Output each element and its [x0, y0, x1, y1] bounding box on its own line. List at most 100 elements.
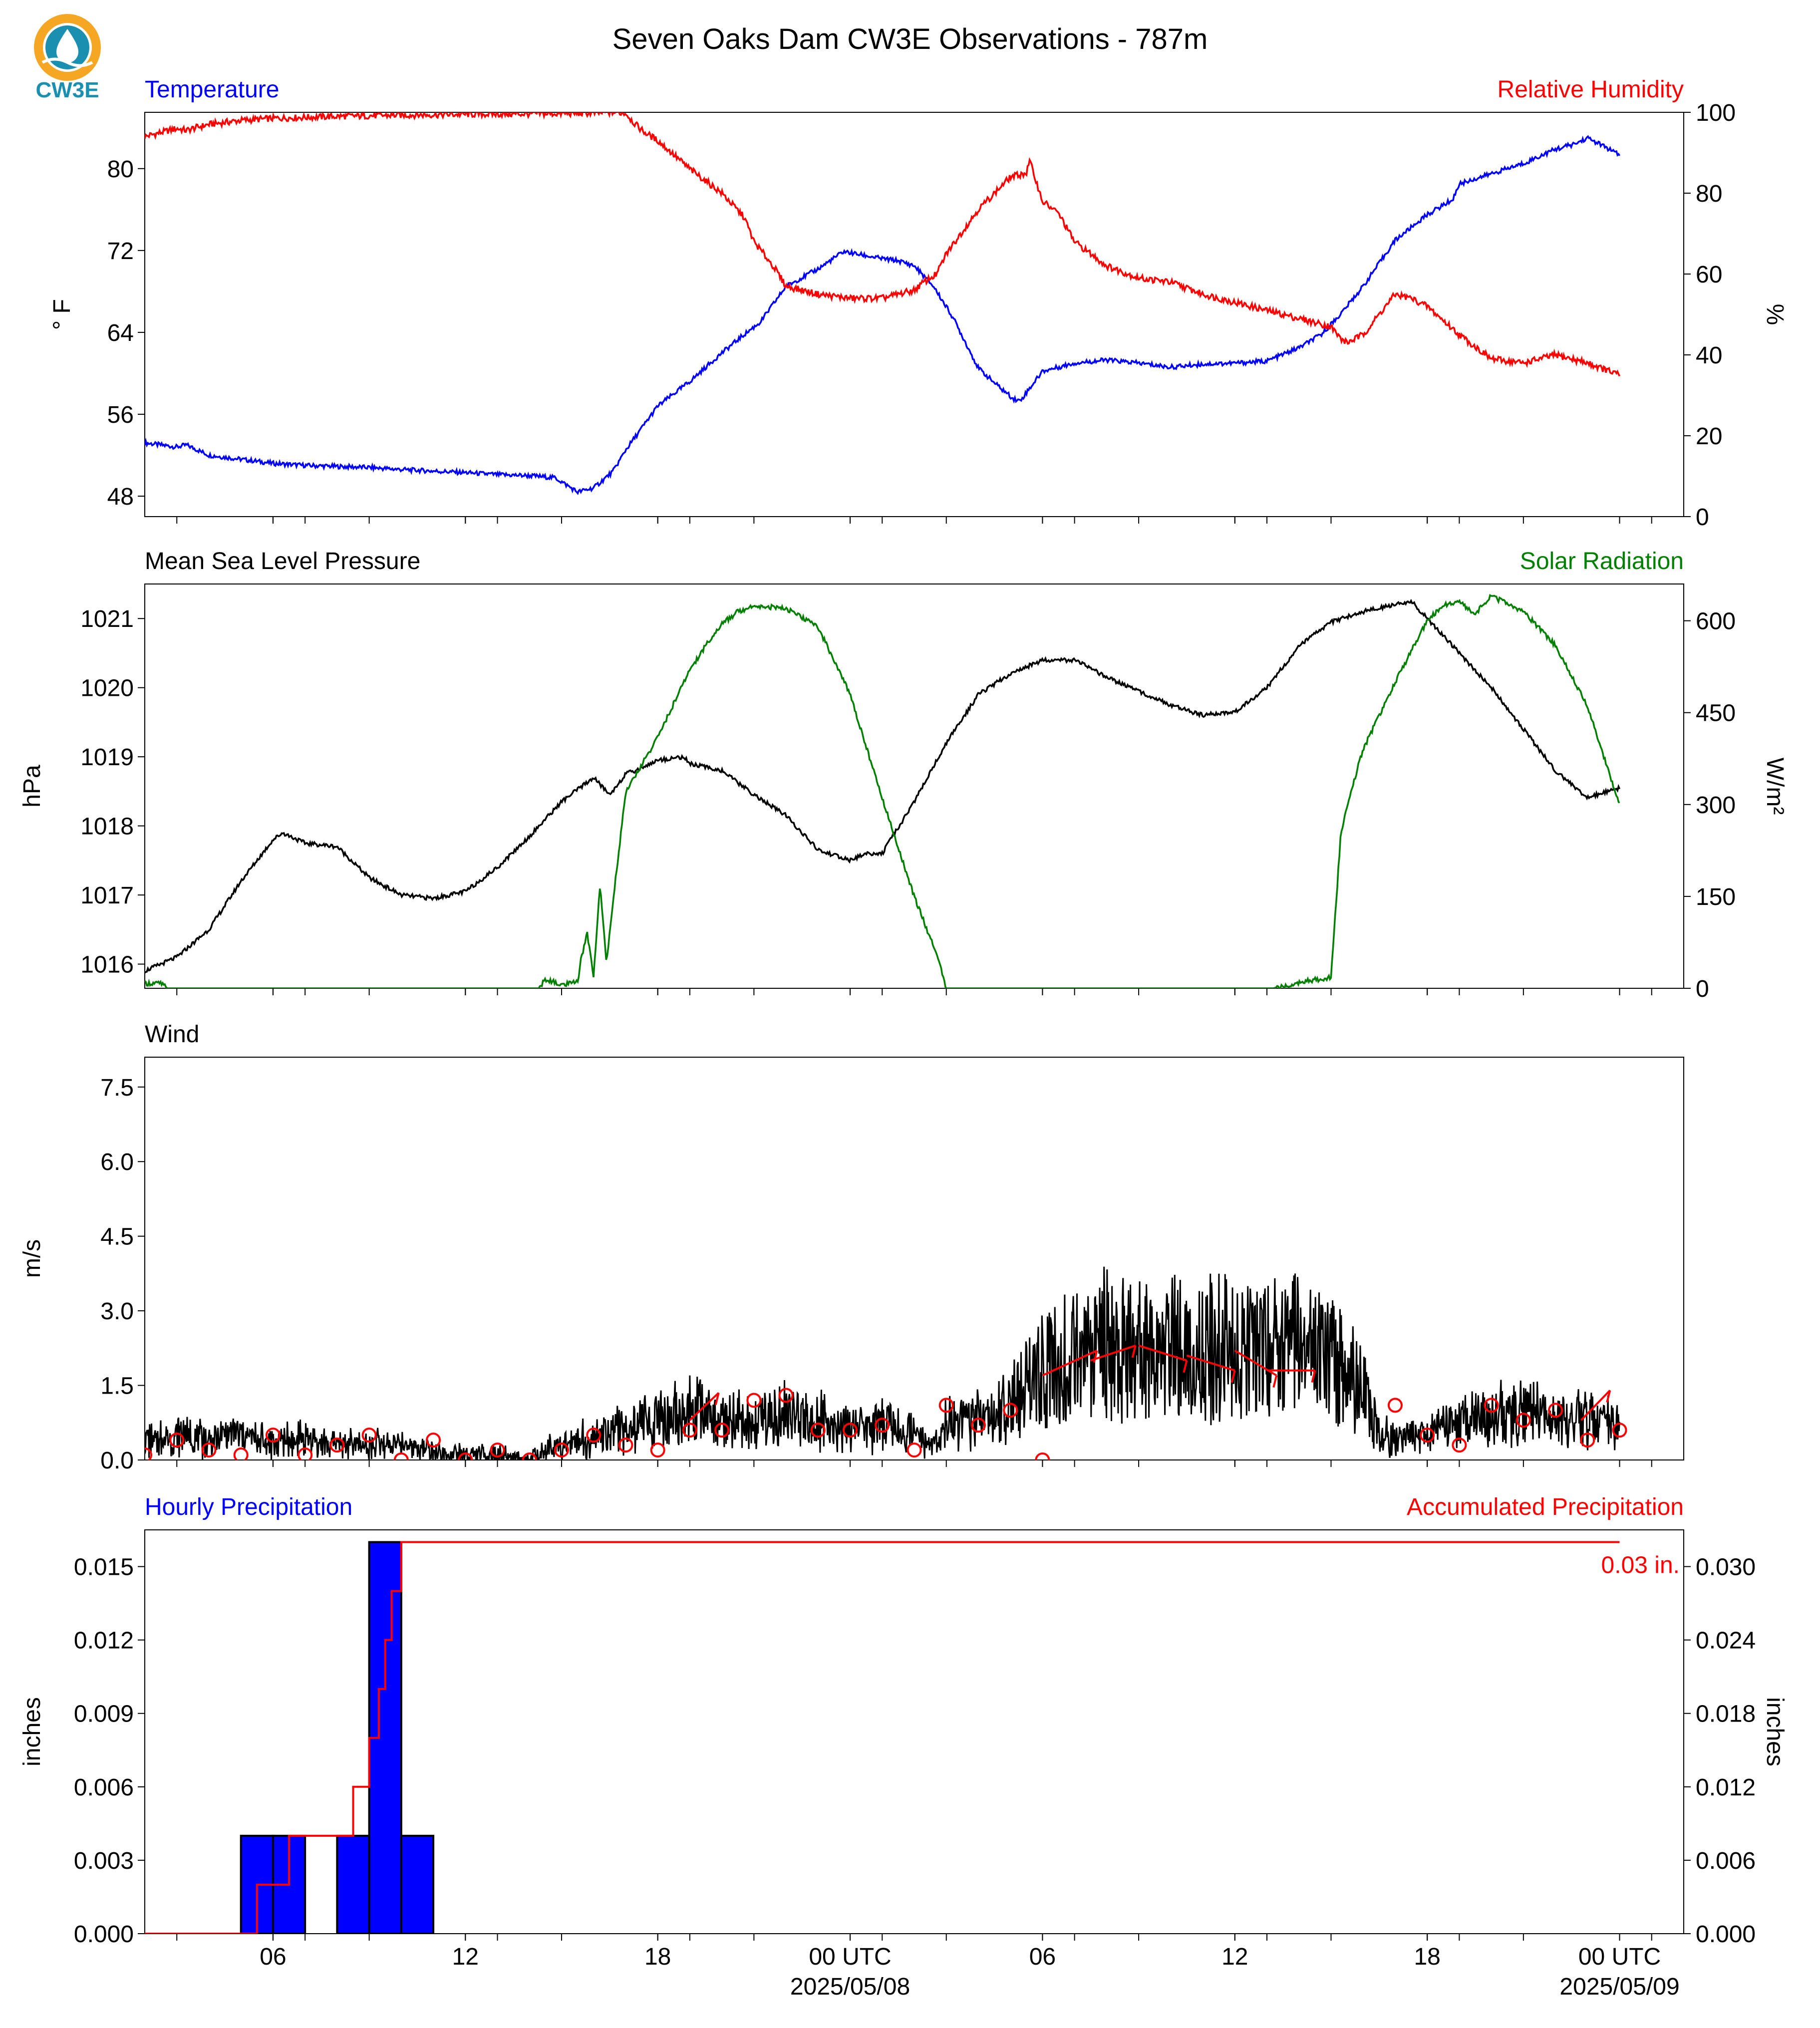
y-tick-label-left: 0.006 — [74, 1774, 134, 1801]
calm-wind-marker — [145, 1448, 152, 1460]
y-axis-label-left: hPa — [19, 765, 45, 808]
calm-wind-marker — [522, 1452, 537, 1460]
y-tick-label-left: 1021 — [80, 606, 134, 632]
wind-barb — [1138, 1344, 1188, 1362]
calm-wind-marker — [682, 1423, 697, 1438]
chart-title: Seven Oaks Dam CW3E Observations - 787m — [612, 23, 1208, 55]
y-tick-label-right: 300 — [1696, 792, 1736, 819]
series-line-solar-radiation — [145, 593, 1620, 988]
calm-wind-marker — [618, 1438, 633, 1453]
y-tick-label-right: 0.006 — [1696, 1848, 1756, 1874]
panel-4: Hourly Precipitation Accumulated Precipit… — [19, 1494, 1788, 2000]
y-axis-label-right: % — [1762, 304, 1788, 325]
panel-title-right: Solar Radiation — [1520, 548, 1684, 575]
calm-wind-marker — [201, 1443, 217, 1458]
calm-wind-marker — [746, 1393, 762, 1408]
plot-area — [145, 1541, 1620, 1934]
calm-wind-marker — [586, 1428, 602, 1443]
y-axis-label-left: m/s — [19, 1239, 45, 1278]
y-axis-label-right: W/m² — [1762, 758, 1788, 815]
y-tick-label-right: 20 — [1696, 423, 1722, 450]
y-tick-label-left: 0.000 — [74, 1921, 134, 1948]
y-tick-label-left: 3.0 — [100, 1298, 134, 1325]
wind-barb — [1090, 1344, 1136, 1362]
calm-wind-marker — [1452, 1438, 1467, 1453]
y-tick-label-right: 0.000 — [1696, 1921, 1756, 1948]
calm-wind-marker — [554, 1443, 569, 1458]
wind-barb-flag — [1606, 1390, 1611, 1403]
y-tick-label-right: 0.018 — [1696, 1701, 1756, 1728]
calm-wind-marker — [714, 1423, 730, 1438]
calm-wind-marker — [1420, 1428, 1435, 1443]
panel-3: Wind 0.0 1.5 3.0 4.5 6.0 7.5 m/s — [19, 1021, 1684, 1474]
series-line-temperature — [145, 135, 1620, 495]
calm-wind-marker — [329, 1438, 345, 1453]
plot-frame — [144, 1529, 1684, 1934]
calm-wind-marker — [778, 1388, 794, 1403]
y-tick-label-right: 60 — [1696, 262, 1722, 288]
panel-title-left: Hourly Precipitation — [145, 1494, 352, 1520]
y-tick-label-right: 80 — [1696, 181, 1722, 207]
plot-area — [145, 593, 1621, 988]
calm-wind-marker — [298, 1448, 313, 1460]
y-axis-label-left: inches — [19, 1697, 45, 1766]
y-tick-label-right: 600 — [1696, 608, 1736, 635]
x-tick-label: 18 — [1414, 1944, 1440, 1970]
panel-title-left: Temperature — [145, 76, 279, 103]
calm-wind-marker — [1484, 1398, 1499, 1413]
y-tick-label-right: 0 — [1696, 504, 1709, 531]
calm-wind-marker — [938, 1398, 954, 1413]
y-tick-label-left: 4.5 — [100, 1224, 134, 1250]
y-tick-label-left: 7.5 — [100, 1075, 134, 1101]
y-axis-label-right: inches — [1762, 1697, 1788, 1766]
y-tick-label-left: 72 — [107, 238, 134, 265]
series-line-mean-sea-level-pressure — [145, 598, 1621, 974]
calm-wind-marker — [233, 1448, 249, 1460]
y-tick-label-right: 0.030 — [1696, 1554, 1756, 1581]
calm-wind-marker — [1548, 1403, 1563, 1418]
x-tick-label: 06 — [260, 1944, 286, 1970]
panel-2: Mean Sea Level Pressure Solar Radiation 10… — [19, 548, 1788, 1002]
logo-wave-icon — [41, 57, 93, 67]
wind-barb — [1186, 1354, 1235, 1372]
y-tick-label-left: 0.012 — [74, 1628, 134, 1654]
y-tick-label-left: 80 — [107, 156, 134, 183]
calm-wind-marker — [907, 1443, 922, 1458]
wind-barb-flag — [1311, 1370, 1316, 1383]
y-tick-label-left: 1016 — [80, 952, 134, 978]
panel-1: Temperature Relative Humidity 48 56 64 72 80 ° … — [49, 76, 1788, 531]
calm-wind-marker — [1612, 1423, 1627, 1438]
x-tick-label: 00 UTC — [1578, 1944, 1661, 1970]
panel-title-left: Wind — [145, 1021, 199, 1048]
y-tick-label-left: 1020 — [80, 675, 134, 702]
wind-barb-flag — [1131, 1345, 1137, 1358]
calm-wind-marker — [490, 1443, 505, 1458]
calm-wind-marker — [1387, 1398, 1403, 1413]
plot-frame — [144, 1057, 1684, 1460]
series-line-wind — [145, 1266, 1620, 1460]
y-tick-label-left: 1.5 — [100, 1373, 134, 1400]
total-precip-label: 0.03 in. — [1601, 1552, 1680, 1579]
y-tick-label-left: 64 — [107, 320, 134, 346]
y-tick-label-left: 0.015 — [74, 1554, 134, 1581]
calm-wind-marker — [458, 1452, 473, 1460]
calm-wind-marker — [875, 1418, 890, 1433]
calm-wind-marker — [843, 1423, 858, 1438]
logo-text: CW3E — [35, 78, 99, 102]
logo-ring — [34, 14, 101, 81]
wind-barb-flag — [1093, 1350, 1098, 1363]
precip-bar — [336, 1834, 370, 1934]
calm-wind-marker — [361, 1428, 377, 1443]
plot-frame — [144, 583, 1684, 989]
plot-area — [145, 1266, 1627, 1460]
y-tick-label-left: 48 — [107, 484, 134, 510]
y-tick-label-left: 1018 — [80, 814, 134, 840]
calm-wind-marker — [810, 1423, 826, 1438]
panel-title-left: Mean Sea Level Pressure — [145, 548, 420, 575]
calm-wind-marker — [1516, 1413, 1531, 1428]
y-tick-label-left: 6.0 — [100, 1149, 134, 1175]
logo: CW3E — [34, 14, 101, 102]
x-tick-label: 18 — [644, 1944, 671, 1970]
panel-title-right: Accumulated Precipitation — [1407, 1494, 1684, 1520]
y-tick-label-right: 0.024 — [1696, 1628, 1756, 1654]
